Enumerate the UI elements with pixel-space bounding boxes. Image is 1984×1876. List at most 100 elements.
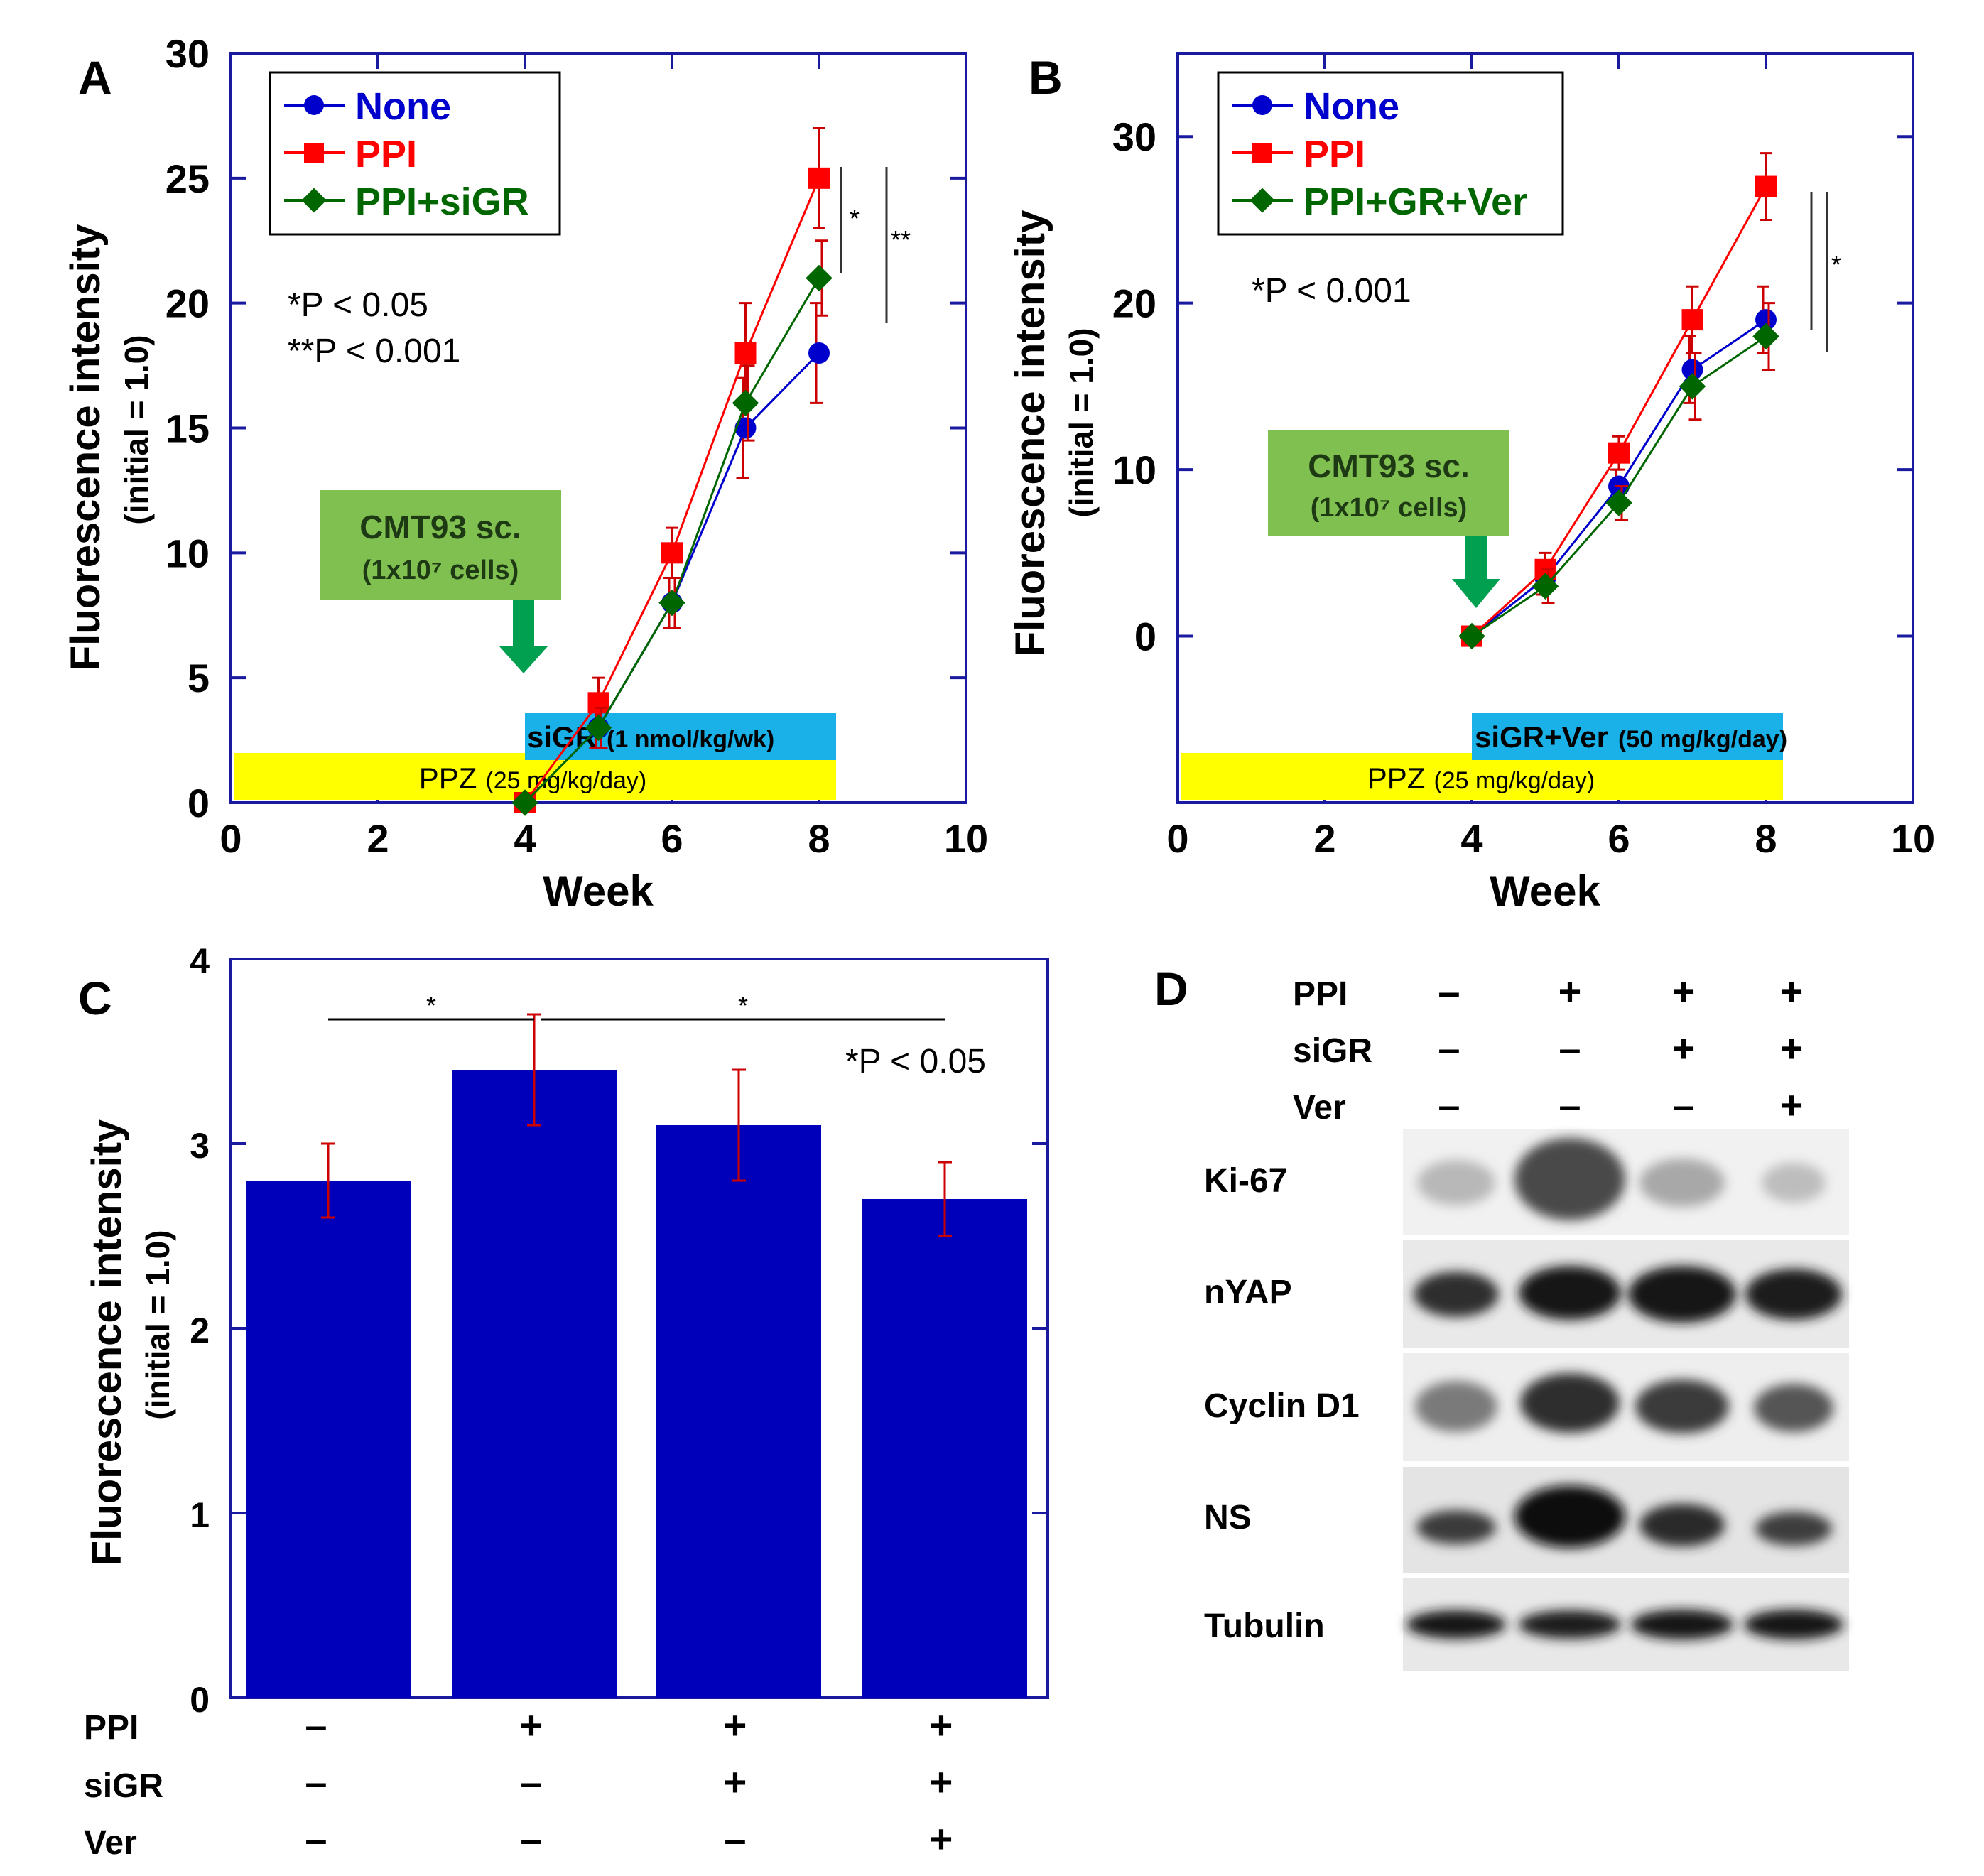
condition-sign: – (1438, 1026, 1460, 1070)
blot-label-ki67: Ki-67 (1204, 1162, 1287, 1200)
panel-c-pvalue: *P < 0.05 (845, 1043, 986, 1080)
panel-d-row-label-ver: Ver (1293, 1089, 1346, 1127)
bar (862, 1199, 1027, 1698)
panel-a-label: A (78, 51, 112, 104)
condition-sign: + (1672, 1026, 1696, 1070)
data-point (511, 789, 538, 816)
data-point (806, 264, 833, 292)
y-tick-label: 0 (190, 1680, 210, 1720)
panel-a-pvalue-1: *P < 0.05 (288, 286, 428, 324)
panel-a-callout-title: CMT93 sc. (359, 509, 521, 546)
x-tick-label: 8 (1755, 816, 1777, 861)
panel-b-x-axis-label: Week (1490, 867, 1600, 915)
condition-sign: – (305, 1703, 327, 1747)
data-point (734, 417, 757, 439)
condition-sign: – (1438, 969, 1460, 1014)
x-tick-label: 2 (1313, 816, 1335, 861)
legend-label: PPI+GR+Ver (1303, 180, 1527, 223)
condition-sign: – (1438, 1083, 1460, 1127)
panel-a-sig-mark-1: * (850, 204, 860, 233)
panel-b-y-ticks: 0 10 20 30 (1112, 114, 1913, 659)
panel-d-row-label-ppi: PPI (1293, 975, 1348, 1013)
blot-ns-bands (1416, 1485, 1832, 1548)
x-tick-label: 2 (367, 816, 389, 861)
legend-marker (1250, 188, 1275, 213)
data-point (1755, 175, 1777, 197)
blot-ki67-bands (1417, 1138, 1826, 1220)
panel-c-row-label-ppi: PPI (84, 1709, 139, 1747)
data-point (587, 692, 609, 714)
legend-label: PPI+siGR (355, 180, 529, 223)
condition-sign: – (1672, 1083, 1694, 1127)
condition-sign: + (930, 1816, 953, 1861)
panel-a-injection-arrow-icon (499, 600, 548, 673)
panel-b-label: B (1029, 51, 1063, 104)
panel-a: A 0 5 10 15 20 25 30 0 2 4 6 8 10 Fluorescence inte… (63, 31, 988, 915)
data-point (1755, 309, 1777, 331)
data-point (732, 389, 759, 417)
condition-sign: – (305, 1760, 327, 1804)
panel-b-plot-frame (1176, 52, 1914, 804)
panel-c-sig-mark-2: * (738, 991, 748, 1020)
panel-a-pvalue-2: **P < 0.001 (288, 332, 460, 370)
y-tick-label: 0 (1134, 614, 1156, 659)
panel-a-x-axis-label: Week (543, 867, 654, 915)
condition-sign: + (930, 1760, 953, 1804)
data-point (1679, 373, 1706, 400)
panel-c: C 0 1 2 3 4 Fluorescence intensity (initial … (78, 941, 1049, 1862)
panel-a-callout-cells: (1x10⁷ cells) (362, 555, 519, 585)
data-point (585, 714, 612, 742)
panel-b-y-axis-sublabel: (initial = 1.0) (1063, 327, 1100, 517)
condition-sign: + (1672, 969, 1696, 1014)
series-line (524, 178, 820, 803)
panel-a-callout-box (320, 490, 561, 600)
panel-a-sigr-bar (525, 713, 836, 760)
blot-cyclin-d1-bands (1415, 1373, 1833, 1433)
blot-label-nyap: nYAP (1204, 1274, 1292, 1311)
y-tick-label: 30 (166, 31, 210, 76)
legend-label: PPI (355, 133, 417, 175)
condition-sign: + (1559, 969, 1582, 1014)
y-tick-label: 4 (190, 941, 210, 981)
bar (452, 1070, 617, 1698)
condition-sign: + (1780, 1026, 1804, 1070)
data-point (808, 167, 830, 189)
y-tick-label: 0 (188, 781, 210, 825)
panel-a-y-axis-label: Fluorescence intensity (63, 224, 109, 671)
legend-marker (301, 188, 327, 213)
panel-b-injection-arrow-icon (1452, 536, 1500, 608)
condition-sign: + (1780, 969, 1804, 1014)
data-point (1608, 442, 1630, 464)
y-tick-label: 10 (1112, 448, 1156, 492)
panel-a-series (511, 127, 833, 816)
x-tick-label: 8 (808, 816, 830, 861)
panel-b-sigr-ver-bar (1472, 713, 1783, 760)
y-tick-label: 25 (166, 156, 210, 201)
legend-marker (1252, 143, 1272, 163)
series-ppi-sigr (511, 239, 833, 816)
blot-tubulin-bands (1406, 1610, 1843, 1639)
panel-b-ppz-bar (1181, 753, 1783, 800)
condition-sign: + (520, 1703, 543, 1747)
panel-c-y-ticks: 0 1 2 3 4 (190, 941, 1048, 1720)
panel-c-row-label-ver: Ver (84, 1824, 137, 1862)
series-ppi (514, 127, 830, 813)
x-tick-label: 10 (944, 816, 988, 861)
data-point (808, 342, 830, 364)
condition-sign: – (724, 1816, 746, 1861)
data-point (658, 589, 685, 617)
panel-b-series (1458, 152, 1779, 650)
y-tick-label: 3 (190, 1126, 210, 1166)
legend-label: None (1303, 85, 1399, 128)
condition-sign: + (1780, 1083, 1804, 1127)
panel-b-callout-title: CMT93 sc. (1308, 448, 1470, 484)
x-tick-label: 10 (1891, 816, 1935, 861)
legend-label: None (355, 85, 451, 128)
data-point (1681, 309, 1703, 331)
x-tick-label: 4 (514, 816, 536, 861)
condition-sign: – (1559, 1083, 1581, 1127)
panel-c-sig-mark-1: * (426, 991, 436, 1020)
blot-label-tubulin: Tubulin (1204, 1607, 1325, 1645)
panel-a-sigr-label: siGR (1 nmol/kg/wk) (527, 720, 774, 754)
bar (246, 1181, 411, 1698)
